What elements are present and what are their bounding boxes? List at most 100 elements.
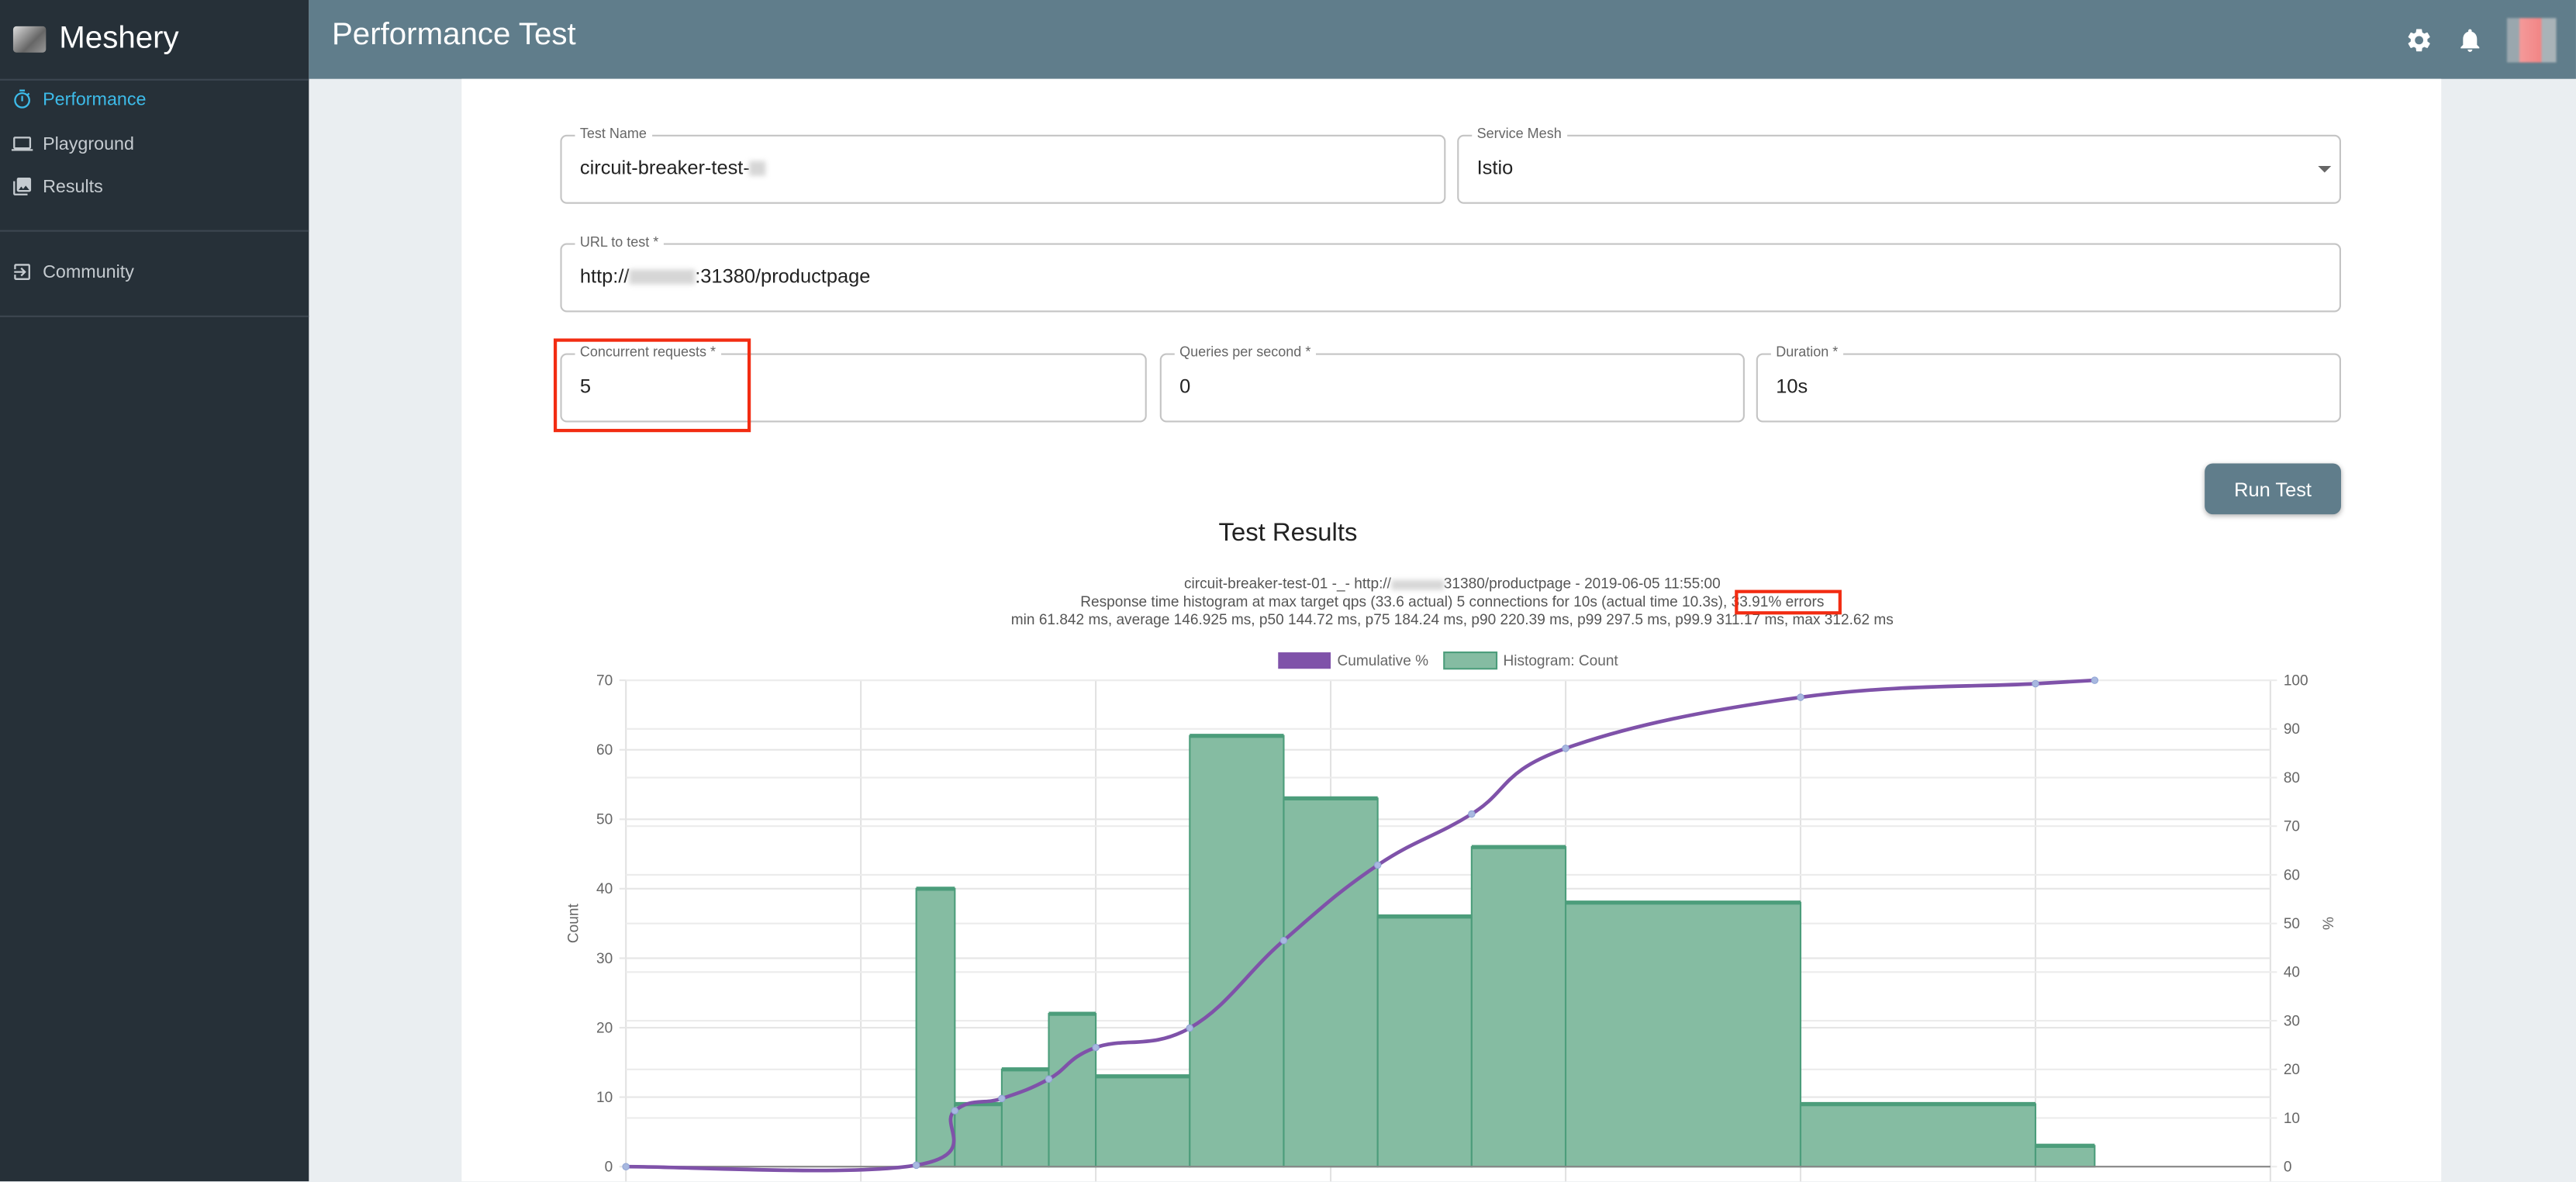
brand[interactable]: Meshery	[12, 16, 179, 62]
dropdown-arrow-icon	[2318, 165, 2332, 173]
histogram-bar	[1470, 846, 1567, 1168]
meshery-logo	[12, 26, 47, 53]
cumulative-point	[622, 1163, 630, 1170]
app-name: Meshery	[59, 21, 179, 57]
url-field[interactable]: URL to test * http:// :31380/productpage	[560, 233, 2342, 313]
sidebar-item-playground[interactable]: Playground	[11, 133, 134, 155]
service-mesh-select[interactable]: Service Mesh Istio	[1457, 125, 2342, 204]
y2-tick-label: 100	[2284, 672, 2308, 689]
y-tick-label: 70	[596, 672, 613, 689]
cumulative-point	[1045, 1075, 1053, 1084]
duration-field[interactable]: Duration * 10s	[1756, 343, 2342, 423]
y-tick-label: 10	[596, 1090, 613, 1106]
test-name-value: circuit-breaker-test-	[579, 156, 750, 179]
divider	[0, 230, 309, 232]
cumulative-point	[1279, 936, 1288, 945]
y2-tick-label: 50	[2284, 916, 2300, 932]
run-test-button[interactable]: Run Test	[2205, 463, 2342, 515]
notifications-icon[interactable]	[2456, 26, 2484, 54]
redacted	[629, 270, 696, 285]
cumulative-point	[998, 1094, 1006, 1103]
legend-swatch-cumulative	[1278, 652, 1331, 669]
sidebar-item-label: Results	[43, 176, 103, 197]
cumulative-point	[912, 1161, 920, 1170]
cumulative-point	[2091, 676, 2099, 684]
legend-swatch-histogram	[1443, 651, 1498, 670]
histogram-bar	[1189, 734, 1285, 1168]
y-axis-label: Count	[566, 904, 582, 944]
legend-label-histogram: Histogram: Count	[1504, 653, 1619, 669]
avatar[interactable]	[2506, 18, 2557, 63]
y2-tick-label: 40	[2284, 965, 2300, 981]
histogram-bar	[1048, 1013, 1097, 1168]
errors-highlight-box	[1735, 589, 1842, 615]
cumulative-point	[951, 1107, 959, 1115]
field-label: Duration *	[1770, 343, 1843, 360]
field-label: Concurrent requests *	[575, 343, 721, 360]
field-label: URL to test *	[575, 233, 664, 251]
y2-tick-label: 70	[2284, 819, 2300, 835]
cumulative-point	[1092, 1043, 1100, 1052]
histogram-bar	[1376, 915, 1473, 1168]
y2-tick-label: 30	[2284, 1013, 2300, 1029]
exit-to-app-icon	[14, 264, 30, 280]
page-title: Performance Test	[331, 18, 576, 53]
cumulative-point	[1373, 861, 1382, 869]
sidebar-item-performance[interactable]: Performance	[12, 88, 147, 110]
url-suffix: :31380/productpage	[695, 264, 871, 288]
divider	[0, 78, 309, 81]
histogram-bar	[915, 887, 956, 1168]
y2-tick-label: 60	[2284, 867, 2300, 883]
field-label: Service Mesh	[1472, 125, 1567, 142]
url-prefix: http://	[579, 264, 630, 288]
laptop-icon	[11, 137, 33, 151]
redacted	[749, 161, 767, 177]
results-info-line1: circuit-breaker-test-01 -_- http://31380…	[1183, 575, 1721, 592]
sidebar-item-label: Playground	[43, 133, 134, 154]
concurrent-value: 5	[579, 375, 592, 398]
y2-tick-label: 20	[2284, 1062, 2300, 1078]
histogram-bar	[1283, 797, 1379, 1168]
service-mesh-value: Istio	[1476, 156, 1514, 179]
histogram-bar	[1564, 901, 1802, 1168]
y-tick-label: 30	[596, 951, 613, 967]
field-label: Queries per second *	[1174, 343, 1316, 360]
sidebar-item-results[interactable]: Results	[12, 176, 103, 198]
y2-tick-label: 0	[2284, 1160, 2292, 1176]
timer-icon	[14, 89, 30, 109]
sidebar-item-label: Community	[43, 261, 134, 282]
y-tick-label: 40	[596, 881, 613, 897]
highlight-box	[553, 338, 751, 433]
y2-tick-label: 90	[2284, 721, 2300, 738]
sidebar-item-community[interactable]: Community	[12, 261, 134, 283]
photo-library-icon	[13, 177, 32, 195]
divider	[0, 315, 309, 317]
settings-icon[interactable]	[2405, 26, 2433, 54]
cumulative-point	[1468, 810, 1476, 818]
cumulative-point	[1186, 1024, 1194, 1032]
histogram-bar	[954, 1103, 1003, 1168]
histogram-bar	[1095, 1075, 1191, 1168]
y2-tick-label: 80	[2284, 770, 2300, 786]
y-tick-label: 60	[596, 742, 613, 759]
y2-axis-label: %	[2319, 917, 2336, 930]
y2-tick-label: 10	[2284, 1111, 2300, 1127]
test-name-field[interactable]: Test Name circuit-breaker-test-	[560, 125, 1446, 204]
concurrent-requests-field[interactable]: Concurrent requests * 5	[560, 343, 1147, 423]
y-tick-label: 0	[605, 1160, 613, 1176]
y-tick-label: 50	[596, 812, 613, 828]
histogram-bar	[2034, 1145, 2096, 1168]
results-title: Test Results	[1218, 519, 1358, 548]
results-info-line3: min 61.842 ms, average 146.925 ms, p50 1…	[1010, 611, 1894, 628]
sidebar-item-label: Performance	[43, 89, 147, 109]
error-rate: 33.91% errors	[1731, 593, 1825, 610]
qps-value: 0	[1179, 375, 1191, 398]
histogram-bar	[1799, 1103, 2037, 1168]
qps-field[interactable]: Queries per second * 0	[1159, 343, 1745, 423]
cumulative-point	[2032, 679, 2039, 688]
y-tick-label: 20	[596, 1020, 613, 1036]
sidebar: Meshery Performance Playground Results C…	[0, 0, 309, 1182]
duration-value: 10s	[1776, 375, 1808, 398]
cumulative-point	[1797, 693, 1804, 701]
